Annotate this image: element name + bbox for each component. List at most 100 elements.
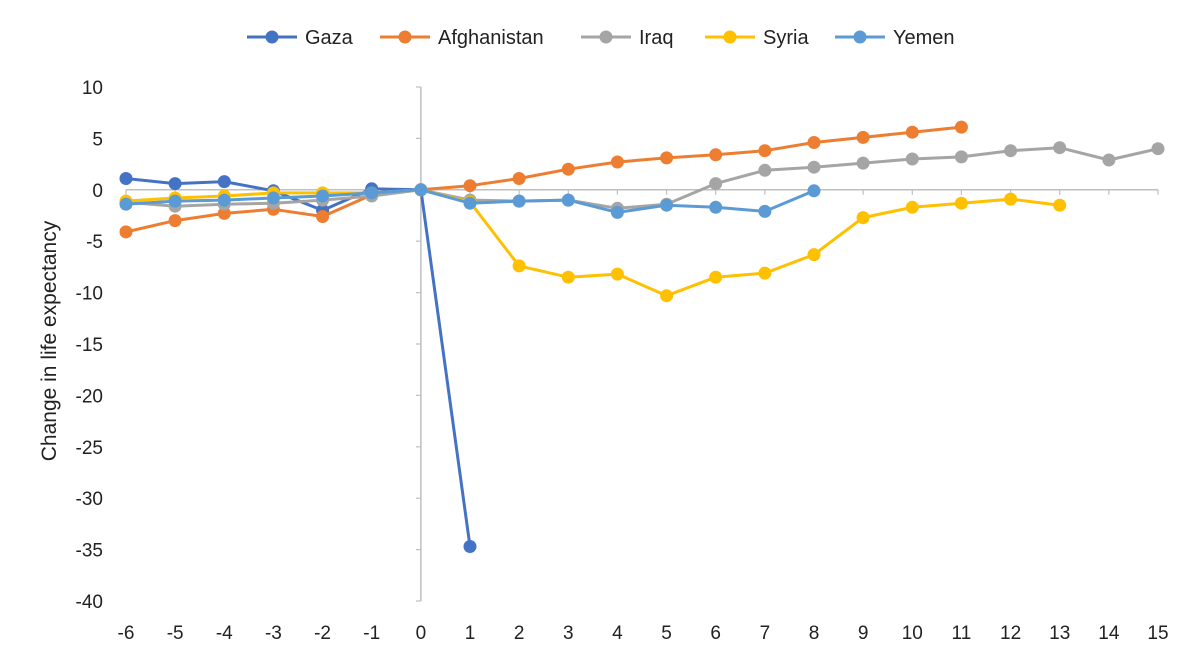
data-point-syria xyxy=(905,200,919,214)
x-tick-label: 6 xyxy=(710,623,721,644)
data-point-yemen xyxy=(365,186,379,200)
data-point-yemen xyxy=(266,191,280,205)
data-point-afghanistan xyxy=(561,162,575,176)
data-point-iraq xyxy=(1053,141,1067,155)
x-tick-label: 15 xyxy=(1147,623,1168,644)
x-tick-label: 11 xyxy=(952,623,972,644)
x-tick-label: -1 xyxy=(363,623,380,644)
series-afghanistan xyxy=(119,120,968,239)
data-point-gaza xyxy=(119,172,133,185)
legend-label: Yemen xyxy=(893,27,955,49)
legend-item-afghanistan: Afghanistan xyxy=(380,27,544,49)
data-point-afghanistan xyxy=(807,136,821,149)
series-line-syria xyxy=(125,188,1060,298)
data-point-syria xyxy=(1053,198,1067,212)
y-tick-label: 10 xyxy=(82,78,103,99)
data-point-iraq xyxy=(1004,144,1018,158)
data-point-afghanistan xyxy=(217,206,231,220)
legend-label: Iraq xyxy=(639,27,673,49)
data-point-afghanistan xyxy=(709,148,723,162)
legend-item-syria: Syria xyxy=(705,27,809,49)
x-tick-label: 5 xyxy=(661,623,672,644)
y-tick-label: -35 xyxy=(76,541,103,562)
x-tick-label: 0 xyxy=(416,623,427,644)
data-point-iraq xyxy=(905,152,919,166)
y-tick-label: -40 xyxy=(76,592,103,613)
x-tick-label: 12 xyxy=(1000,623,1021,644)
data-point-syria xyxy=(954,196,968,210)
data-point-afghanistan xyxy=(905,125,919,139)
data-point-iraq xyxy=(954,150,968,164)
legend-marker xyxy=(398,30,412,44)
x-tick-label: 2 xyxy=(514,623,525,644)
series-line-iraq xyxy=(125,146,1159,210)
data-point-iraq xyxy=(856,156,870,170)
data-point-iraq xyxy=(758,163,772,177)
x-tick-label: -4 xyxy=(216,623,233,644)
data-point-iraq xyxy=(1102,153,1116,167)
series-yemen xyxy=(119,183,821,219)
x-tick-label: -6 xyxy=(118,623,135,644)
data-point-afghanistan xyxy=(463,179,477,193)
series-layer xyxy=(119,120,1165,553)
data-point-yemen xyxy=(561,193,575,207)
data-point-yemen xyxy=(414,183,428,197)
data-point-yemen xyxy=(463,196,477,210)
data-point-yemen xyxy=(217,193,231,207)
y-axis-label: Change in life expectancy xyxy=(38,220,61,461)
data-point-afghanistan xyxy=(610,155,624,169)
y-tick-label: 5 xyxy=(92,129,103,150)
data-point-syria xyxy=(610,267,624,281)
legend-label: Syria xyxy=(763,27,809,49)
data-point-afghanistan xyxy=(856,130,870,144)
y-tick-label: -15 xyxy=(76,335,103,356)
x-tick-label: 14 xyxy=(1098,623,1120,644)
data-point-syria xyxy=(512,259,526,273)
y-tick-label: -30 xyxy=(76,489,103,510)
legend-marker xyxy=(599,30,613,44)
data-point-yemen xyxy=(610,205,624,219)
data-point-gaza xyxy=(168,177,182,191)
data-point-iraq xyxy=(807,160,821,174)
y-tick-label: -25 xyxy=(76,438,103,459)
data-point-gaza xyxy=(217,175,231,189)
y-tick-label: -10 xyxy=(76,284,103,305)
x-tick-label: 10 xyxy=(902,623,923,644)
data-point-afghanistan xyxy=(954,120,968,134)
legend-label: Gaza xyxy=(305,27,354,49)
legend-item-yemen: Yemen xyxy=(835,27,955,49)
x-tick-label: 7 xyxy=(760,623,771,644)
x-tick-label: 1 xyxy=(465,623,476,644)
data-point-yemen xyxy=(119,197,133,211)
data-point-gaza xyxy=(463,540,477,553)
data-point-yemen xyxy=(512,194,526,208)
data-point-yemen xyxy=(709,200,723,214)
legend-item-gaza: Gaza xyxy=(247,27,354,49)
legend-label: Afghanistan xyxy=(438,27,544,49)
y-tick-label: -20 xyxy=(76,386,103,407)
data-point-afghanistan xyxy=(316,210,330,223)
series-line-afghanistan xyxy=(125,125,962,234)
x-tick-label: -5 xyxy=(167,623,184,644)
legend-marker xyxy=(853,30,867,44)
x-tick-label: 4 xyxy=(612,623,623,644)
x-tick-label: 3 xyxy=(563,623,574,644)
data-point-syria xyxy=(807,248,821,262)
data-point-yemen xyxy=(758,204,772,218)
series-line-gaza xyxy=(125,177,472,547)
x-tick-label: 8 xyxy=(809,623,820,644)
data-point-afghanistan xyxy=(512,172,526,185)
data-point-syria xyxy=(660,289,674,303)
data-point-afghanistan xyxy=(758,144,772,158)
data-point-syria xyxy=(709,270,723,284)
legend-marker xyxy=(265,30,279,44)
legend-marker xyxy=(723,30,737,44)
legend: Gaza Afghanistan Iraq Syria Yemen xyxy=(247,27,955,49)
data-point-afghanistan xyxy=(660,151,674,165)
y-tick-label: 0 xyxy=(92,181,103,202)
data-point-iraq xyxy=(1151,142,1165,156)
x-tick-label: 13 xyxy=(1049,623,1070,644)
data-point-syria xyxy=(1004,192,1018,206)
axes: -6 -5 -4 -3 -2 -1 0 1 2 3 4 5 6 7 8 9 10 11 12 13 14 151050-5… xyxy=(76,78,1169,644)
